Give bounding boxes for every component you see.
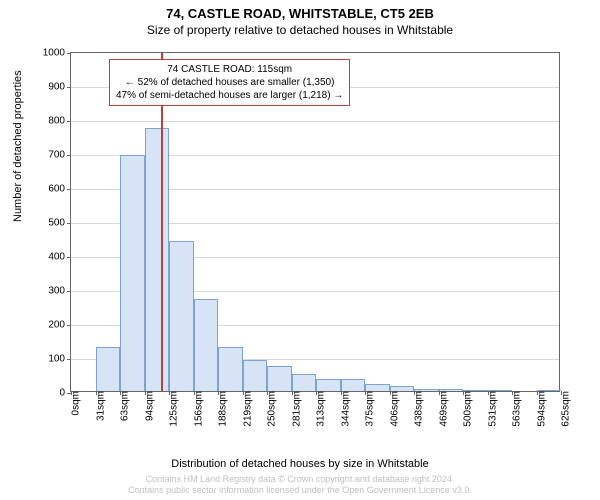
xtick-label: 594sqm	[534, 391, 547, 427]
xtick-label: 188sqm	[216, 391, 229, 427]
xtick-label: 125sqm	[167, 391, 180, 427]
ytick-label: 100	[48, 354, 71, 365]
xtick-label: 219sqm	[240, 391, 253, 427]
xtick-label: 313sqm	[314, 391, 327, 427]
xtick-label: 250sqm	[265, 391, 278, 427]
ytick-label: 600	[48, 184, 71, 195]
xtick-label: 0sqm	[69, 391, 82, 415]
xtick-label: 500sqm	[461, 391, 474, 427]
property-callout: 74 CASTLE ROAD: 115sqm← 52% of detached …	[109, 59, 350, 106]
xtick-label: 625sqm	[559, 391, 572, 427]
histogram-bar	[365, 384, 390, 391]
callout-line: 47% of semi-detached houses are larger (…	[116, 89, 343, 102]
gridline-h	[71, 121, 559, 122]
ytick-label: 400	[48, 252, 71, 263]
callout-line: ← 52% of detached houses are smaller (1,…	[116, 76, 343, 89]
ytick-label: 700	[48, 150, 71, 161]
histogram-bar	[316, 379, 341, 391]
callout-line: 74 CASTLE ROAD: 115sqm	[116, 63, 343, 76]
plot-region: 010020030040050060070080090010000sqm31sq…	[70, 52, 560, 392]
ytick-label: 800	[48, 116, 71, 127]
xtick-label: 63sqm	[118, 391, 131, 421]
xtick-label: 31sqm	[93, 391, 106, 421]
xtick-label: 406sqm	[387, 391, 400, 427]
chart-title: 74, CASTLE ROAD, WHITSTABLE, CT5 2EB	[0, 0, 600, 21]
ytick-label: 1000	[43, 48, 71, 59]
xtick-label: 563sqm	[510, 391, 523, 427]
ytick-label: 200	[48, 320, 71, 331]
xtick-label: 94sqm	[142, 391, 155, 421]
xtick-label: 438sqm	[412, 391, 425, 427]
ytick-label: 500	[48, 218, 71, 229]
footer-line-1: Contains HM Land Registry data © Crown c…	[0, 474, 600, 485]
chart-subtitle: Size of property relative to detached ho…	[0, 21, 600, 41]
histogram-bar	[267, 366, 292, 392]
xtick-label: 281sqm	[289, 391, 302, 427]
ytick-label: 300	[48, 286, 71, 297]
y-axis-label: Number of detached properties	[12, 70, 24, 222]
xtick-label: 531sqm	[485, 391, 498, 427]
chart-plot-area: 010020030040050060070080090010000sqm31sq…	[70, 52, 560, 392]
chart-footer: Contains HM Land Registry data © Crown c…	[0, 474, 600, 497]
footer-line-2: Contains public sector information licen…	[0, 485, 600, 496]
xtick-label: 344sqm	[338, 391, 351, 427]
xtick-label: 469sqm	[436, 391, 449, 427]
histogram-bar	[96, 347, 121, 391]
histogram-bar	[120, 155, 145, 391]
histogram-bar	[145, 128, 170, 392]
histogram-bar	[243, 360, 268, 391]
xtick-label: 156sqm	[191, 391, 204, 427]
histogram-bar	[218, 347, 243, 391]
histogram-bar	[292, 374, 317, 391]
histogram-bar	[169, 241, 194, 391]
histogram-bar	[341, 379, 366, 391]
histogram-bar	[194, 299, 219, 391]
ytick-label: 900	[48, 82, 71, 93]
xtick-label: 375sqm	[363, 391, 376, 427]
x-axis-label: Distribution of detached houses by size …	[0, 458, 600, 470]
